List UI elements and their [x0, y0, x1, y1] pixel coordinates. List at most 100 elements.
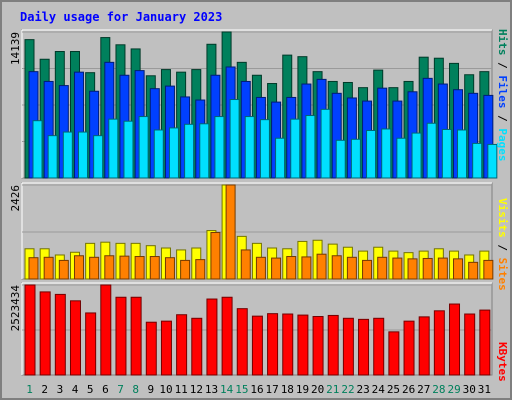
chart-ticks: 14139 2426 2523434 [9, 32, 22, 331]
pages-bar [259, 119, 270, 179]
pages-bar [214, 116, 225, 179]
kbytes-bar [449, 303, 461, 376]
kbytes-bar [85, 312, 97, 376]
kbytes-bar [342, 317, 354, 376]
side-label-part: Pages [496, 128, 509, 161]
day-label: 2 [41, 383, 48, 396]
kbytes-bar [100, 284, 112, 376]
sites-bar [453, 258, 464, 280]
day-label: 30 [463, 383, 476, 396]
kbytes-bar [69, 300, 81, 376]
sites-bar [180, 259, 191, 280]
day-label: 7 [117, 383, 124, 396]
kbytes-bar [282, 313, 294, 376]
day-label: 1 [26, 383, 33, 396]
kbytes-bar [297, 314, 309, 376]
chart-bars [24, 31, 498, 376]
pages-bar [153, 129, 164, 179]
side-label-part: / [496, 56, 509, 76]
day-label: 20 [311, 383, 324, 396]
y-max-label: 2426 [9, 185, 22, 212]
kbytes-bar [327, 314, 339, 376]
sites-bar [255, 256, 266, 280]
sites-bar [104, 255, 115, 280]
kbytes-bar [403, 320, 415, 376]
pages-bar [199, 123, 210, 179]
kbytes-bar [24, 284, 36, 376]
day-label: 28 [432, 383, 445, 396]
pages-bar [244, 116, 255, 179]
sites-bar [73, 255, 84, 280]
sites-bar [422, 257, 433, 280]
day-label: 16 [250, 383, 263, 396]
sites-bar [195, 259, 206, 280]
kbytes-bar [145, 321, 157, 376]
day-label: 15 [235, 383, 248, 396]
sites-bar [437, 257, 448, 280]
day-label: 13 [205, 383, 218, 396]
day-label: 5 [87, 383, 94, 396]
sites-bar [134, 256, 145, 280]
sites-bar [316, 253, 327, 280]
side-label-middle: Visits / Sites [496, 198, 509, 291]
kbytes-bar [373, 317, 385, 376]
pages-bar [290, 118, 301, 179]
kbytes-bar [54, 293, 66, 376]
sites-bar [225, 184, 236, 280]
day-label: 18 [281, 383, 294, 396]
sites-bar [301, 256, 312, 280]
kbytes-bar [221, 296, 233, 376]
pages-bar [441, 128, 452, 179]
sites-bar [58, 259, 69, 280]
pages-bar [411, 132, 422, 179]
day-label: 29 [447, 383, 460, 396]
sites-bar [43, 256, 54, 280]
sites-bar [331, 255, 342, 280]
day-label: 26 [402, 383, 415, 396]
day-label: 9 [148, 383, 155, 396]
side-label-part: Sites [496, 258, 509, 291]
day-label: 23 [357, 383, 370, 396]
side-label-bottom: KBytes [496, 342, 509, 382]
kbytes-bar [176, 314, 188, 376]
sites-bar [407, 258, 418, 280]
day-label: 11 [175, 383, 188, 396]
day-label: 14 [220, 383, 234, 396]
sites-bar [240, 249, 251, 280]
day-label: 25 [387, 383, 400, 396]
pages-bar [426, 122, 437, 179]
kbytes-bar [130, 296, 142, 376]
y-max-label: 2523434 [9, 285, 22, 332]
sites-bar [468, 261, 479, 280]
kbytes-bar [388, 331, 400, 376]
sites-bar [377, 256, 388, 280]
sites-bar [89, 256, 100, 280]
sites-bar [483, 259, 494, 280]
day-label: 17 [266, 383, 279, 396]
side-label-part: / [496, 109, 509, 129]
day-label: 6 [102, 383, 109, 396]
day-label: 27 [417, 383, 430, 396]
pages-bar [32, 120, 43, 179]
pages-bar [108, 118, 119, 179]
pages-bar [138, 116, 149, 179]
day-label: 31 [478, 383, 491, 396]
side-label-part: KBytes [496, 342, 509, 382]
pages-bar [472, 142, 483, 179]
pages-bar [229, 99, 240, 179]
sites-bar [362, 259, 373, 280]
sites-bar [392, 257, 403, 280]
kbytes-bar [358, 318, 370, 376]
kbytes-bar [464, 313, 476, 376]
pages-bar [335, 139, 346, 179]
chart-title: Daily usage for January 2023 [20, 10, 222, 24]
side-label-top: Hits / Files / Pages [496, 29, 509, 162]
kbytes-bar [206, 298, 218, 376]
pages-bar [305, 115, 316, 179]
side-label-part: / [496, 238, 509, 258]
day-label: 24 [372, 383, 386, 396]
pages-bar [47, 135, 58, 179]
sites-bar [271, 257, 282, 280]
pages-bar [396, 137, 407, 179]
